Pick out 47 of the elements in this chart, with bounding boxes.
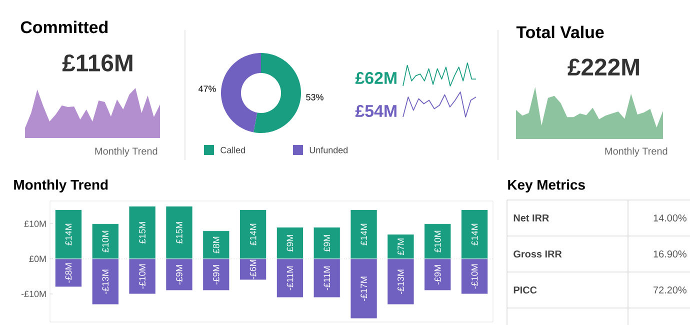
legend-label: Called: [220, 146, 246, 154]
y-tick-label: -£10M: [21, 290, 46, 298]
data-label: £14M: [65, 224, 72, 246]
chart-subtitle: £116M: [62, 54, 132, 72]
data-label: -£11M: [286, 266, 294, 290]
data-label: £15M: [176, 222, 182, 244]
data-label: -£9M: [434, 265, 441, 284]
data-label: -£13M: [102, 270, 109, 294]
data-label: -£10M: [471, 264, 478, 289]
data-label: £10M: [434, 230, 441, 252]
data-label: -£8M: [65, 263, 72, 283]
data-label: -£9M: [212, 265, 220, 284]
series-label: £54M: [355, 105, 396, 117]
data-label: £14M: [360, 224, 367, 246]
category-label: Net IRR: [514, 214, 549, 222]
data-label: -£13M: [398, 270, 404, 294]
x-axis-title: Monthly Trend: [605, 147, 668, 157]
data-label: £9M: [324, 235, 330, 252]
category-label: Gross IRR: [514, 250, 562, 258]
data-label: £14M: [250, 224, 256, 246]
y-tick-label: £10M: [24, 220, 46, 227]
chart-title: Committed: [20, 20, 108, 34]
text: 16.90%: [654, 250, 686, 258]
text: Key Metrics: [508, 179, 585, 192]
chart-title: Monthly Trend: [14, 179, 108, 192]
data-label: -£11M: [324, 266, 330, 290]
data-label: 47%: [198, 86, 216, 92]
data-label: £8M: [212, 236, 220, 254]
legend-label: Unfunded: [310, 146, 348, 154]
text: 14.00%: [654, 214, 686, 222]
series-label: £62M: [355, 72, 396, 84]
data-label: -£9M: [176, 265, 182, 284]
data-label: £14M: [471, 224, 478, 246]
data-label: £10M: [102, 230, 109, 252]
x-axis-title: Monthly Trend: [95, 147, 158, 157]
data-label: £9M: [286, 235, 294, 252]
y-tick-label: £0M: [29, 256, 46, 262]
category-label: PICC: [514, 286, 537, 294]
chart-subtitle: £222M: [568, 58, 639, 76]
chart-title: Total Value: [516, 26, 604, 38]
data-label: £7M: [398, 238, 404, 256]
data-label: -£6M: [250, 260, 256, 280]
text: 72.20%: [654, 286, 686, 294]
data-label: 53%: [306, 94, 324, 100]
data-label: £15M: [139, 222, 146, 244]
data-label: -£17M: [360, 276, 367, 301]
data-label: -£10M: [139, 264, 146, 289]
